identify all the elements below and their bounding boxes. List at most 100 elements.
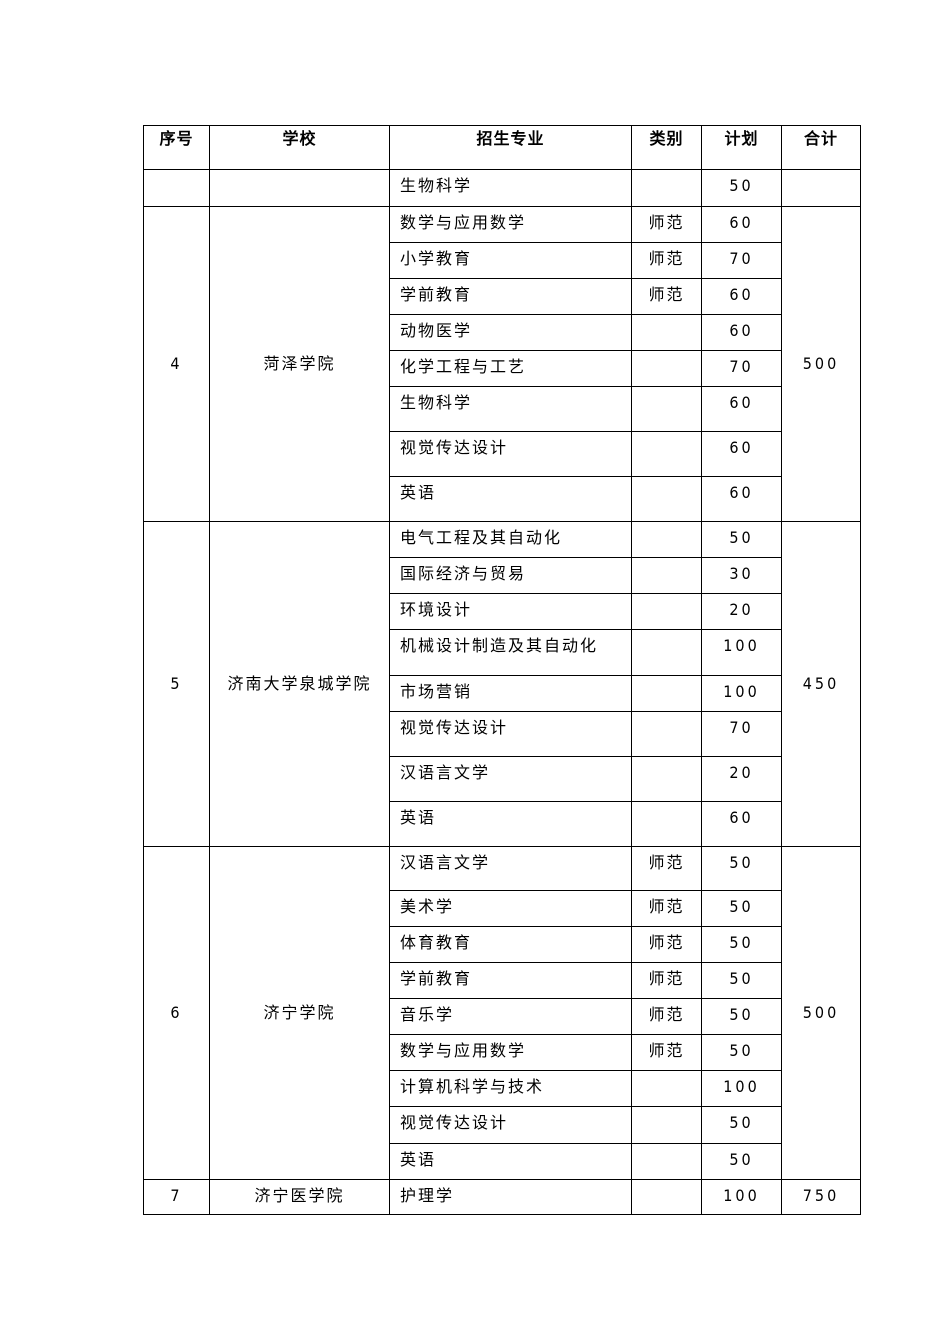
cell-plan: 50: [701, 1143, 782, 1180]
cell-plan: 20: [701, 593, 782, 630]
cell-plan: 70: [701, 350, 782, 387]
cell-major: 汉语言文学: [389, 756, 632, 802]
cell-plan: 60: [701, 278, 782, 315]
cell-category: [631, 521, 702, 558]
cell-plan: 100: [701, 675, 782, 712]
cell-major: 学前教育: [389, 278, 632, 315]
cell-major: 环境设计: [389, 593, 632, 630]
cell-major: 市场营销: [389, 675, 632, 712]
cell-category: [631, 593, 702, 630]
cell-major: 音乐学: [389, 998, 632, 1035]
cell-total: [781, 169, 861, 207]
cell-major: 视觉传达设计: [389, 711, 632, 757]
cell-category: [631, 557, 702, 594]
cell-category: [631, 711, 702, 757]
cell-category: [631, 1143, 702, 1180]
table-row: 化学工程与工艺 70: [144, 350, 861, 387]
cell-school: 济宁医学院: [209, 1179, 390, 1215]
table-row: 动物医学 60: [144, 314, 861, 351]
cell-school: 菏泽学院: [209, 206, 390, 522]
cell-category: 师范: [631, 846, 702, 891]
cell-major: 英语: [389, 1143, 632, 1180]
table-row: 视觉传达设计 60: [144, 431, 861, 477]
cell-category: [631, 169, 702, 207]
cell-index: 5: [143, 521, 210, 847]
cell-major: 学前教育: [389, 962, 632, 999]
cell-total: 450: [781, 521, 861, 847]
table-row: 英语 60: [144, 801, 861, 847]
cell-plan: 50: [701, 846, 782, 891]
cell-plan: 100: [701, 1179, 782, 1215]
cell-plan: 50: [701, 521, 782, 558]
cell-category: [631, 314, 702, 351]
cell-major: 机械设计制造及其自动化: [389, 629, 632, 676]
table-row: 英语 60: [144, 476, 861, 522]
cell-major: 计算机科学与技术: [389, 1070, 632, 1107]
cell-category: 师范: [631, 998, 702, 1035]
cell-index: 7: [143, 1179, 210, 1215]
table-row: 5 济南大学泉城学院 电气工程及其自动化 50 450: [143, 521, 861, 847]
cell-major: 生物科学: [389, 386, 632, 432]
cell-category: 师范: [631, 962, 702, 999]
cell-school: 济南大学泉城学院: [209, 521, 390, 847]
table-body: 生物科学 50 4 菏泽学院 数学与应用数学 师范 60 500 小学教育 师范 70 学前教育 师范 6…: [143, 169, 861, 1215]
cell-plan: 60: [701, 206, 782, 243]
cell-index: [143, 169, 210, 207]
cell-plan: 60: [701, 476, 782, 522]
cell-category: 师范: [631, 242, 702, 279]
header-school: 学校: [209, 125, 390, 170]
enrollment-plan-table: 序号 学校 招生专业 类别 计划 合计 生物科学 50 4 菏泽学院 数学与应用数学 师范…: [143, 125, 861, 1215]
table-row: 体育教育 师范 50: [144, 926, 861, 963]
table-row: 美术学 师范 50: [144, 890, 861, 927]
cell-major: 汉语言文学: [389, 846, 632, 891]
cell-plan: 70: [701, 711, 782, 757]
table-row: 视觉传达设计 50: [144, 1106, 861, 1144]
cell-plan: 50: [701, 1106, 782, 1144]
cell-school: [209, 169, 390, 207]
cell-category: [631, 476, 702, 522]
header-plan: 计划: [701, 125, 782, 170]
cell-index: 4: [143, 206, 210, 522]
cell-plan: 60: [701, 431, 782, 477]
header-total: 合计: [781, 125, 861, 170]
header-index: 序号: [143, 125, 210, 170]
cell-major: 视觉传达设计: [389, 431, 632, 477]
cell-category: 师范: [631, 278, 702, 315]
table-row: 6 济宁学院 汉语言文学 师范 50 500: [143, 846, 861, 1180]
cell-plan: 50: [701, 998, 782, 1035]
cell-major: 化学工程与工艺: [389, 350, 632, 387]
table-row: 国际经济与贸易 30: [144, 557, 861, 594]
cell-plan: 100: [701, 1070, 782, 1107]
cell-major: 数学与应用数学: [389, 1034, 632, 1071]
cell-category: [631, 629, 702, 676]
table-row: 计算机科学与技术 100: [144, 1070, 861, 1107]
cell-category: [631, 801, 702, 847]
cell-major: 护理学: [389, 1179, 632, 1215]
cell-major: 动物医学: [389, 314, 632, 351]
table-row: 英语 50: [144, 1143, 861, 1180]
cell-school: 济宁学院: [209, 846, 390, 1180]
table-row: 生物科学 60: [144, 386, 861, 432]
cell-category: [631, 756, 702, 802]
cell-plan: 20: [701, 756, 782, 802]
table-row: 音乐学 师范 50: [144, 998, 861, 1035]
cell-category: 师范: [631, 1034, 702, 1071]
cell-major: 国际经济与贸易: [389, 557, 632, 594]
cell-index: 6: [143, 846, 210, 1180]
cell-plan: 60: [701, 801, 782, 847]
cell-category: [631, 1070, 702, 1107]
cell-major: 英语: [389, 476, 632, 522]
cell-plan: 50: [701, 1034, 782, 1071]
cell-category: 师范: [631, 890, 702, 927]
table-row: 视觉传达设计 70: [144, 711, 861, 757]
cell-major: 体育教育: [389, 926, 632, 963]
header-row: 序号 学校 招生专业 类别 计划 合计: [143, 125, 861, 170]
cell-category: [631, 675, 702, 712]
cell-plan: 50: [701, 962, 782, 999]
cell-plan: 60: [701, 386, 782, 432]
cell-category: 师范: [631, 206, 702, 243]
cell-plan: 30: [701, 557, 782, 594]
cell-total: 500: [781, 846, 861, 1180]
cell-plan: 50: [701, 169, 782, 207]
cell-major: 英语: [389, 801, 632, 847]
